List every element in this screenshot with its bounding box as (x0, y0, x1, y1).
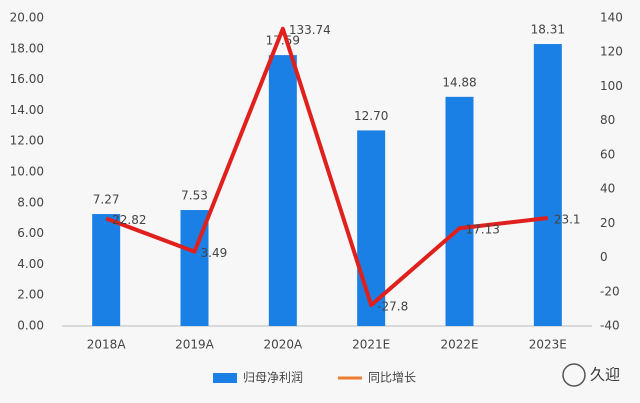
y-tick-label: 8.00 (17, 195, 44, 209)
y-tick-label: 2.00 (17, 288, 44, 302)
bar (268, 55, 297, 326)
y-tick-label: 12.00 (10, 134, 44, 148)
y2-tick-label: 100 (600, 79, 623, 93)
x-tick-label: 2022E (440, 338, 478, 352)
y2-tick-label: 60 (600, 147, 615, 161)
bar-value-label: 14.88 (442, 75, 476, 89)
bar (445, 96, 474, 327)
y2-tick-label: 0 (600, 250, 608, 264)
x-tick-label: 2018A (87, 338, 127, 352)
y-tick-label: 18.00 (10, 41, 44, 55)
legend-label: 同比增长 (368, 371, 416, 385)
bar (533, 44, 562, 326)
y-tick-label: 6.00 (17, 226, 44, 240)
line-value-label: 17.13 (466, 223, 500, 237)
x-tick-label: 2020A (263, 338, 303, 352)
y-tick-label: 14.00 (10, 103, 44, 117)
bar-value-label: 7.27 (93, 193, 120, 207)
bar (357, 130, 386, 326)
y-tick-label: 20.00 (10, 11, 44, 25)
line-value-label: 23.1 (554, 213, 581, 227)
x-tick-label: 2021E (352, 338, 390, 352)
y2-tick-label: 120 (600, 45, 623, 59)
y-tick-label: 0.00 (17, 319, 44, 333)
y-tick-label: 4.00 (17, 257, 44, 271)
line-value-label: 133.74 (289, 23, 331, 37)
legend-label: 归母净利润 (243, 371, 303, 385)
bar-value-label: 7.53 (181, 189, 208, 203)
y2-tick-label: 20 (600, 216, 615, 230)
x-tick-label: 2023E (529, 338, 567, 352)
bar-value-label: 12.70 (354, 109, 388, 123)
line-value-label: 3.49 (201, 246, 228, 260)
line (105, 26, 549, 308)
y2-tick-label: -40 (600, 319, 620, 333)
bar (92, 214, 121, 326)
y-tick-label: 16.00 (10, 72, 44, 86)
y2-tick-label: 80 (600, 113, 615, 127)
line-value-label: -27.8 (377, 300, 408, 314)
y2-tick-label: -20 (600, 284, 620, 298)
y2-tick-label: 140 (600, 11, 623, 25)
bar-value-label: 18.31 (531, 23, 565, 37)
bar-value-label: 17.59 (266, 34, 300, 48)
y-tick-label: 10.00 (10, 165, 44, 179)
watermark-icon (562, 363, 586, 387)
x-tick-label: 2019A (175, 338, 215, 352)
y2-tick-label: 40 (600, 182, 615, 196)
watermark: 久迎 (590, 366, 620, 384)
line-value-label: 22.82 (112, 213, 146, 227)
legend-swatch (213, 373, 237, 383)
